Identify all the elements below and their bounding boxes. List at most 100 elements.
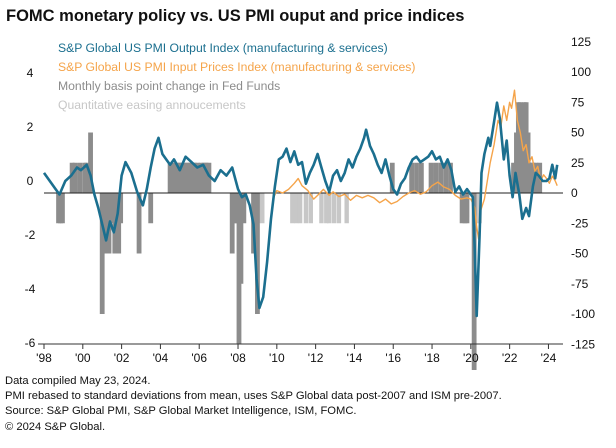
qe-bar (331, 193, 337, 224)
fed-funds-bar (182, 162, 188, 193)
fed-funds-bar (167, 162, 173, 193)
footnote-date: Data compiled May 23, 2024. (5, 375, 151, 387)
y-right-tick-label: -125 (571, 337, 595, 351)
y-left-tick-label: -2 (25, 228, 36, 242)
x-tick-label: '24 (541, 351, 557, 365)
fed-funds-bar (72, 162, 78, 193)
y-left-tick-label: 4 (27, 66, 34, 80)
fed-funds-bar (517, 102, 523, 193)
x-tick-label: '20 (463, 351, 479, 365)
y-right-tick-label: -50 (571, 247, 589, 261)
fed-funds-bar (136, 193, 142, 254)
pmi-input-prices-line (272, 89, 558, 240)
fed-funds-bar (88, 132, 93, 193)
qe-bar (336, 193, 342, 224)
y-right-tick-label: 25 (571, 156, 585, 170)
y-left-tick-label: 0 (27, 174, 34, 188)
fed-funds-bar (471, 193, 477, 370)
fed-funds-bar (255, 193, 260, 314)
fed-funds-bar (433, 162, 439, 193)
fed-funds-bar (179, 162, 185, 193)
x-axis: '98 '00 '02 '04 '06 '08 '10 '12 '14 '16 '18 '20 '22 '… (36, 343, 563, 365)
fed-funds-bar (428, 162, 434, 193)
legend: S&P Global US PMI Output Index (manufact… (58, 41, 415, 112)
chart-title: FOMC monetary policy vs. US PMI ouput an… (6, 7, 465, 25)
y-left-tick-label: 2 (27, 120, 34, 134)
fed-funds-bar (198, 162, 204, 193)
pmi-lines (42, 89, 559, 318)
y-axis-right: 125 100 75 50 25 0 -25 -50 -75 -100 -125 (571, 35, 595, 352)
fed-funds-bar (187, 162, 192, 193)
x-tick-label: '12 (308, 351, 324, 365)
fed-funds-bar (84, 162, 90, 193)
fed-funds-bar (389, 162, 395, 193)
fed-funds-bar (409, 162, 415, 193)
footnotes: Data compiled May 23, 2024. PMI rebased … (5, 374, 502, 435)
y-left-tick-label: -6 (25, 336, 36, 350)
qe-bar (303, 193, 309, 224)
fed-funds-bar (438, 162, 444, 193)
qe-bar (324, 193, 329, 224)
x-tick-label: '22 (502, 351, 518, 365)
fed-funds-bar (109, 193, 115, 224)
fed-funds-bar (418, 162, 424, 193)
x-tick-label: '14 (347, 351, 363, 365)
fed-funds-bar (69, 162, 75, 193)
fed-funds-bar (459, 193, 465, 224)
fed-funds-bar (511, 162, 516, 193)
qe-bar (297, 193, 303, 224)
fed-funds-bar (118, 193, 124, 224)
qe-bar (294, 193, 299, 224)
y-right-tick-label: 0 (571, 186, 578, 200)
qe-bar (260, 193, 265, 224)
fed-funds-bar (203, 162, 209, 193)
qe-announcement-bars (256, 193, 482, 224)
fed-funds-bar (238, 193, 244, 284)
y-right-tick-label: 50 (571, 126, 585, 140)
qe-bar (308, 193, 313, 224)
fed-funds-bar (148, 193, 154, 224)
footnote-copyright: © 2024 S&P Global. (5, 420, 106, 433)
x-tick-label: '16 (385, 351, 401, 365)
legend-item: Quantitative easing annoucements (58, 98, 246, 112)
y-axis-left: 4 2 0 -2 -4 -6 (25, 66, 36, 350)
fed-funds-bar (77, 162, 83, 193)
fed-funds-bar (241, 193, 247, 224)
qe-bar (474, 193, 479, 224)
qe-bar (327, 193, 332, 224)
fed-funds-bar (448, 162, 453, 193)
fed-funds-bar (414, 162, 419, 193)
fed-funds-bar (60, 193, 65, 224)
y-right-tick-label: -100 (571, 307, 595, 321)
y-right-tick-label: 75 (571, 95, 585, 109)
fed-funds-bar (101, 193, 107, 254)
legend-item: Monthly basis point change in Fed Funds (58, 79, 280, 93)
legend-item: S&P Global US PMI Output Index (manufact… (58, 41, 388, 55)
fed-funds-bar (206, 162, 212, 193)
fed-funds-bar (530, 162, 536, 193)
footnote-source: Source: S&P Global PMI, S&P Global Marke… (5, 405, 357, 418)
y-right-tick-label: -25 (571, 216, 589, 230)
qe-bar (344, 193, 349, 224)
legend-item: S&P Global US PMI Input Prices Index (ma… (58, 60, 415, 74)
chart: '98 '00 '02 '04 '06 '08 '10 '12 '14 '16 '18 '20 '22 '… (25, 35, 595, 370)
y-left-tick-label: -4 (25, 282, 36, 296)
fed-funds-bar (443, 162, 449, 193)
fed-funds-bar (464, 193, 470, 224)
y-right-tick-label: 125 (571, 35, 591, 49)
y-right-tick-label: -75 (571, 277, 589, 291)
pmi-output-line (42, 101, 559, 318)
x-tick-label: '02 (114, 351, 130, 365)
x-tick-label: '06 (191, 351, 207, 365)
x-tick-label: '00 (75, 351, 91, 365)
x-tick-label: '04 (153, 351, 169, 365)
x-tick-label: '10 (269, 351, 285, 365)
fed-funds-bar (194, 162, 200, 193)
fed-funds-bars (56, 102, 543, 370)
x-tick-label: '18 (424, 351, 440, 365)
fed-funds-bar (525, 132, 531, 193)
x-tick-label: '98 (36, 351, 52, 365)
y-right-tick-label: 100 (571, 65, 591, 79)
qe-bar (319, 193, 324, 224)
x-tick-label: '08 (230, 351, 246, 365)
